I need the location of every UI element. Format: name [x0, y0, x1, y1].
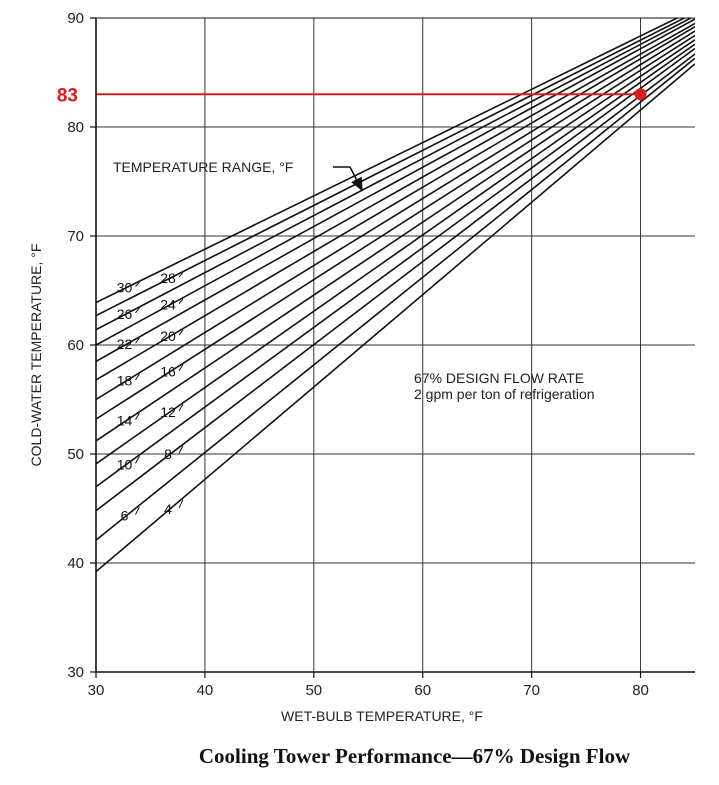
- curve-leader-16: [178, 364, 184, 371]
- y-axis-label: COLD-WATER TEMPERATURE, °F: [28, 244, 44, 467]
- curve-label-16: 16: [160, 364, 176, 380]
- figure-caption: Cooling Tower Performance—67% Design Flo…: [198, 744, 631, 768]
- range-curve-4: [96, 63, 695, 573]
- range-curve-28: [96, 18, 687, 317]
- highlight-point: [634, 88, 647, 101]
- range-curve-16: [96, 34, 695, 420]
- x-tick-label: 40: [197, 682, 214, 699]
- y-tick-label: 70: [67, 228, 84, 245]
- curve-leader-14: [135, 412, 140, 420]
- range-curve-10: [96, 47, 695, 488]
- range-curve-26: [96, 18, 693, 331]
- range-curve-14: [96, 39, 695, 442]
- curve-label-6: 6: [121, 508, 129, 524]
- range-curve-18: [96, 30, 695, 401]
- range-curve-8: [96, 53, 695, 512]
- curves: [96, 18, 695, 573]
- highlight-layer: 83: [57, 85, 647, 106]
- flow-rate-subannotation: 2 gpm per ton of refrigeration: [414, 386, 595, 402]
- curve-leader-30: [135, 281, 140, 287]
- y-tick-label: 30: [67, 664, 84, 681]
- axes: 30 40 50 60 70 80 30 40 50 60 70 80 90: [67, 10, 695, 699]
- curve-label-22: 22: [117, 336, 133, 352]
- curve-label-18: 18: [117, 373, 133, 389]
- highlight-label: 83: [57, 85, 78, 106]
- curve-leader-10: [135, 456, 140, 464]
- curve-label-20: 20: [160, 328, 176, 344]
- curve-leader-18: [135, 373, 140, 381]
- y-tick-label: 40: [67, 555, 84, 572]
- y-tick-label: 50: [67, 446, 84, 463]
- curve-leader-22: [135, 337, 140, 344]
- curve-leader-20: [178, 329, 184, 336]
- x-tick-label: 60: [414, 682, 431, 699]
- y-tick-label: 60: [67, 337, 84, 354]
- curve-leader-28: [178, 272, 184, 278]
- range-curve-30: [96, 18, 680, 304]
- curve-label-4: 4: [164, 501, 172, 517]
- x-tick-label: 50: [305, 682, 322, 699]
- curve-leader-8: [178, 445, 184, 454]
- legend-arrow: [333, 166, 363, 192]
- curve-label-12: 12: [160, 404, 176, 420]
- range-curve-22: [96, 22, 695, 363]
- curve-leader-6: [135, 506, 140, 515]
- range-curve-12: [96, 43, 695, 465]
- curve-label-26: 26: [117, 306, 133, 322]
- range-curve-6: [96, 57, 695, 541]
- x-tick-label: 80: [632, 682, 649, 699]
- curve-leader-24: [178, 298, 184, 305]
- curve-leader-26: [135, 307, 140, 314]
- y-tick-label: 90: [67, 10, 84, 27]
- curve-label-24: 24: [160, 297, 176, 313]
- grid: [96, 18, 695, 672]
- curve-label-8: 8: [164, 446, 172, 462]
- labels: 4 6 8 10 12 14 16 18 20 22 24 26 28 30: [117, 270, 184, 524]
- curve-leader-4: [178, 499, 184, 509]
- flow-rate-annotation: 67% DESIGN FLOW RATE: [414, 370, 584, 386]
- curve-label-14: 14: [117, 412, 133, 428]
- curve-label-28: 28: [160, 270, 176, 286]
- curve-label-10: 10: [117, 456, 133, 472]
- curve-leader-12: [178, 404, 184, 412]
- x-tick-label: 70: [523, 682, 540, 699]
- range-curve-24: [96, 18, 695, 346]
- range-curve-20: [96, 26, 695, 381]
- x-axis-label: WET-BULB TEMPERATURE, °F: [281, 708, 483, 724]
- x-tick-label: 30: [88, 682, 105, 699]
- y-tick-label: 80: [67, 119, 84, 136]
- legend-title: TEMPERATURE RANGE, °F: [113, 159, 293, 175]
- curve-label-30: 30: [117, 280, 133, 296]
